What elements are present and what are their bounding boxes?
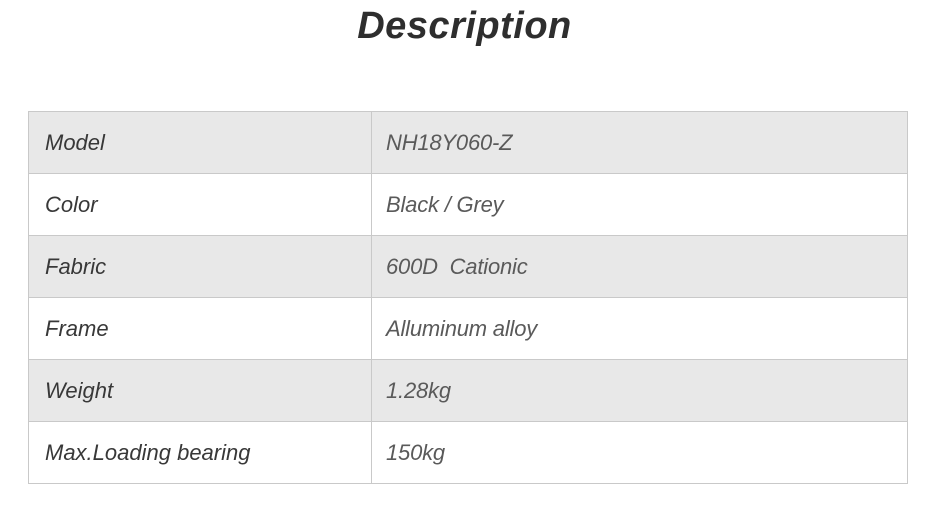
- spec-value: 150kg: [371, 421, 908, 484]
- table-row-color: Color Black / Grey: [28, 173, 908, 236]
- table-row-max-loading: Max.Loading bearing 150kg: [28, 421, 908, 484]
- spec-value: 1.28kg: [371, 359, 908, 422]
- spec-table: Model NH18Y060-Z Color Black / Grey Fabr…: [28, 111, 908, 484]
- spec-label: Fabric: [28, 235, 372, 298]
- table-row-fabric: Fabric 600D Cationic: [28, 235, 908, 298]
- spec-label: Weight: [28, 359, 372, 422]
- table-row-weight: Weight 1.28kg: [28, 359, 908, 422]
- page-title: Description: [357, 5, 572, 47]
- spec-table-body: Model NH18Y060-Z Color Black / Grey Fabr…: [28, 111, 908, 484]
- spec-label: Model: [28, 111, 372, 174]
- spec-value: NH18Y060-Z: [371, 111, 908, 174]
- spec-label: Frame: [28, 297, 372, 360]
- table-row-frame: Frame Alluminum alloy: [28, 297, 908, 360]
- spec-value: Alluminum alloy: [371, 297, 908, 360]
- spec-label: Max.Loading bearing: [28, 421, 372, 484]
- spec-label: Color: [28, 173, 372, 236]
- table-row-model: Model NH18Y060-Z: [28, 111, 908, 174]
- spec-value: Black / Grey: [371, 173, 908, 236]
- spec-value: 600D Cationic: [371, 235, 908, 298]
